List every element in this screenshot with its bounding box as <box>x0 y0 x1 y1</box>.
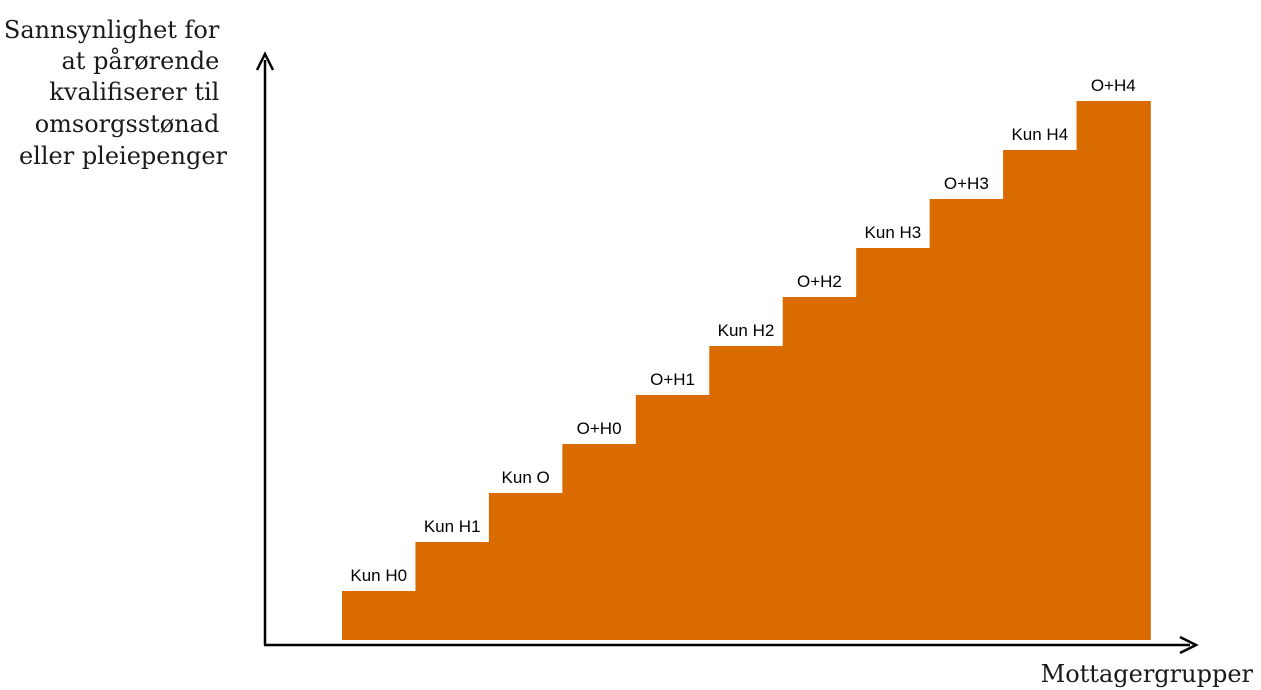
y-axis-label: Sannsynlighet for at pårørende kvalifise… <box>4 16 228 170</box>
bar-label-4: O+H0 <box>577 419 622 438</box>
bar-label-5: O+H1 <box>650 370 695 389</box>
bar-1 <box>342 591 417 640</box>
bar-5 <box>635 395 711 640</box>
bar-3 <box>488 493 564 640</box>
bar-7 <box>782 297 857 640</box>
y-axis-label-line-2: at pårørende <box>61 46 219 75</box>
bar-11 <box>1076 101 1151 640</box>
y-axis-label-line-5: eller pleiepenger <box>19 142 228 170</box>
bars-layer <box>342 101 1151 640</box>
bar-label-11: O+H4 <box>1091 76 1136 95</box>
y-axis-label-line-1: Sannsynlighet for <box>4 16 220 44</box>
bar-label-3: Kun O <box>502 468 550 487</box>
bar-6 <box>709 346 784 640</box>
bar-label-6: Kun H2 <box>718 321 775 340</box>
bar-label-9: O+H3 <box>944 174 989 193</box>
x-axis-label: Mottagergrupper <box>1041 660 1254 688</box>
bar-4 <box>562 444 637 640</box>
bar-label-1: Kun H0 <box>350 566 407 585</box>
bar-label-8: Kun H3 <box>865 223 922 242</box>
bar-label-10: Kun H4 <box>1011 125 1068 144</box>
y-axis-label-line-4: omsorgsstønad <box>35 110 220 138</box>
bar-2 <box>415 542 490 640</box>
bar-label-7: O+H2 <box>797 272 842 291</box>
y-axis-label-line-3: kvalifiserer til <box>49 78 219 106</box>
x-axis-arrowhead <box>1179 635 1199 655</box>
y-axis-arrowhead <box>255 51 275 71</box>
bar-label-2: Kun H1 <box>424 517 481 536</box>
bar-labels-layer: Kun H0 Kun H1 Kun O O+H0 O+H1 Kun H2 O+H2 Kun H… <box>350 76 1135 585</box>
bar-10 <box>1003 150 1078 640</box>
bar-9 <box>929 199 1004 640</box>
bar-8 <box>856 248 931 640</box>
